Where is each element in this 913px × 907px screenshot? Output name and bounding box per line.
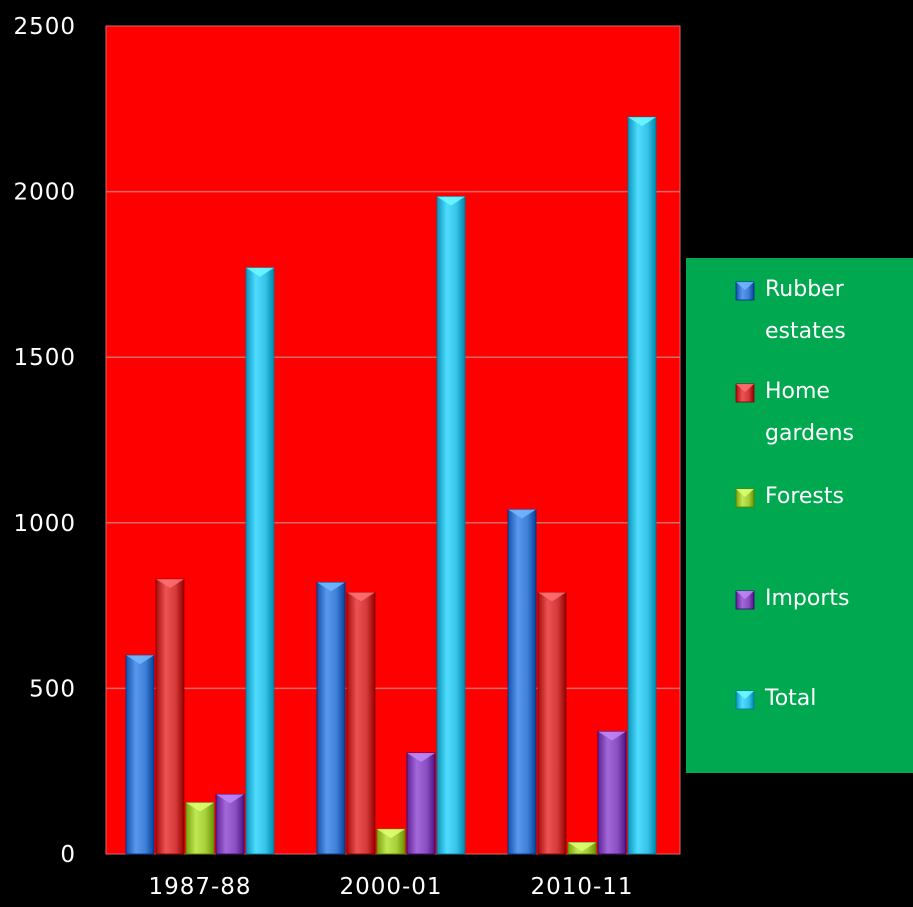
legend-item-total: Total: [735, 686, 816, 711]
y-tick-label: 2000: [13, 180, 76, 206]
bar-top-bevel: [508, 509, 536, 519]
legend-swatch-bevel: [736, 282, 754, 290]
bar-home-gardens: [537, 591, 567, 855]
bar-rubber-estates: [507, 509, 537, 855]
bar-top-bevel: [437, 196, 465, 206]
legend-item-rubber-estates: Rubber estates: [735, 277, 846, 344]
legend-item-forests: Forests: [735, 484, 844, 509]
x-tick-label: 2010-11: [530, 874, 633, 900]
y-tick-label: 1500: [13, 345, 76, 371]
bar-total: [627, 116, 657, 855]
bar-top-bevel: [246, 267, 274, 277]
bar-top-bevel: [568, 842, 596, 852]
y-axis: 0 500 1000 1500 2000 2500: [13, 14, 76, 868]
bar-top-bevel: [628, 117, 656, 127]
bar-group-2000-01: [316, 196, 466, 855]
bar-top-bevel: [216, 794, 244, 804]
bar-top-bevel: [126, 655, 154, 665]
bar-imports: [597, 731, 627, 855]
legend: Rubber estates Home gardens Forests Imports To…: [686, 258, 913, 773]
bar-imports: [406, 752, 436, 855]
bars: [125, 116, 657, 855]
legend-swatch-bevel: [736, 384, 754, 392]
legend-item-home-gardens: Home gardens: [735, 379, 854, 446]
legend-label: Imports: [765, 586, 849, 611]
legend-box: [686, 258, 913, 773]
bar-group-2010-11: [507, 116, 657, 855]
x-axis: 1987-88 2000-01 2010-11: [148, 874, 633, 900]
bar-home-gardens: [346, 591, 376, 855]
bar-group-1987-88: [125, 267, 275, 855]
bar-imports: [215, 793, 245, 855]
bar-home-gardens: [155, 578, 185, 855]
bar-top-bevel: [598, 731, 626, 741]
legend-swatch-bevel: [736, 591, 754, 599]
legend-label: Rubber: [765, 277, 845, 302]
legend-label: Total: [764, 686, 816, 711]
legend-swatch-bevel: [736, 489, 754, 497]
legend-swatch-bevel: [736, 691, 754, 699]
bar-rubber-estates: [316, 582, 346, 855]
bar-total: [436, 196, 466, 855]
bar-top-bevel: [347, 592, 375, 602]
x-tick-label: 1987-88: [148, 874, 251, 900]
bar-top-bevel: [377, 829, 405, 839]
bar-top-bevel: [186, 802, 214, 812]
bar-top-bevel: [538, 592, 566, 602]
bar-top-bevel: [156, 579, 184, 589]
legend-label: gardens: [765, 421, 854, 446]
y-tick-label: 0: [60, 842, 76, 868]
bar-top-bevel: [317, 582, 345, 592]
y-tick-label: 500: [29, 676, 76, 702]
y-tick-label: 1000: [13, 511, 76, 537]
plot-area: [106, 26, 680, 854]
bar-total: [245, 267, 275, 855]
legend-label: Home: [765, 379, 830, 404]
bar-rubber-estates: [125, 654, 155, 855]
bar-top-bevel: [407, 752, 435, 762]
gridlines: [105, 25, 681, 855]
y-tick-label: 2500: [13, 14, 76, 40]
x-tick-label: 2000-01: [339, 874, 442, 900]
legend-label: estates: [765, 319, 846, 344]
legend-item-imports: Imports: [735, 586, 849, 611]
legend-label: Forests: [765, 484, 844, 509]
